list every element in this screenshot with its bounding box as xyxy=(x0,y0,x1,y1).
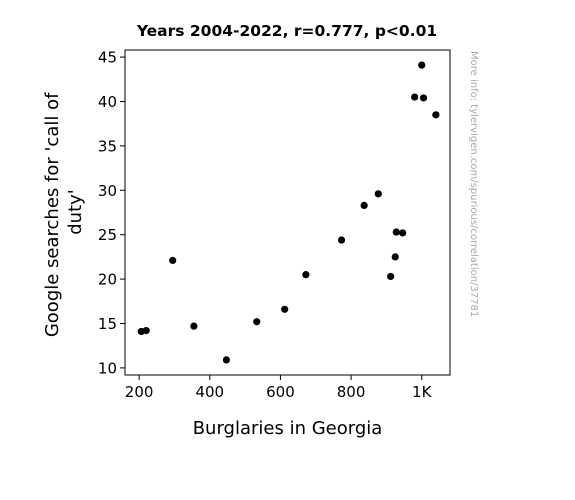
x-tick-label: 600 xyxy=(266,383,295,401)
data-point xyxy=(387,272,395,281)
y-tick-label: 40 xyxy=(98,93,117,111)
source-watermark: More info: tylervigen.com/spurious/corre… xyxy=(468,51,479,317)
y-tick-label: 30 xyxy=(98,182,117,200)
data-point xyxy=(337,236,346,244)
data-point xyxy=(432,111,440,119)
data-point xyxy=(222,356,230,364)
data-point xyxy=(169,256,177,265)
data-point xyxy=(391,253,399,261)
data-point xyxy=(281,305,289,313)
y-tick-label: 10 xyxy=(98,359,117,377)
chart-title: Years 2004-2022, r=0.777, p<0.01 xyxy=(136,22,437,40)
data-point xyxy=(142,327,150,335)
x-tick-label: 400 xyxy=(195,383,224,401)
data-point xyxy=(418,61,426,69)
data-point xyxy=(253,318,261,326)
data-point xyxy=(399,229,407,237)
data-point xyxy=(411,93,419,101)
y-tick-label: 25 xyxy=(98,226,117,244)
y-tick-label: 15 xyxy=(98,315,117,333)
y-axis-label-line-2: duty' xyxy=(65,189,86,235)
y-axis-label-line-1: Google searches for 'call of xyxy=(42,92,63,337)
y-tick-label: 35 xyxy=(98,137,117,155)
y-axis-label: Google searches for 'call of duty' xyxy=(42,87,86,337)
y-tick-label: 45 xyxy=(98,49,117,67)
y-tick-label: 20 xyxy=(98,271,117,289)
y-axis: 10 15 20 25 30 35 40 45 xyxy=(98,49,125,377)
data-point xyxy=(360,201,368,209)
data-point xyxy=(190,322,198,330)
data-point xyxy=(392,228,400,236)
x-tick-label: 800 xyxy=(337,383,366,401)
x-tick-label: 200 xyxy=(125,383,154,401)
data-point xyxy=(419,94,428,102)
plot-area xyxy=(124,49,451,376)
x-tick-label: 1K xyxy=(412,383,433,401)
data-points xyxy=(137,61,440,364)
x-axis-label: Burglaries in Georgia xyxy=(193,418,383,439)
x-axis: 200 400 600 800 1K xyxy=(125,375,433,401)
data-point xyxy=(302,271,310,279)
data-point xyxy=(374,190,382,198)
